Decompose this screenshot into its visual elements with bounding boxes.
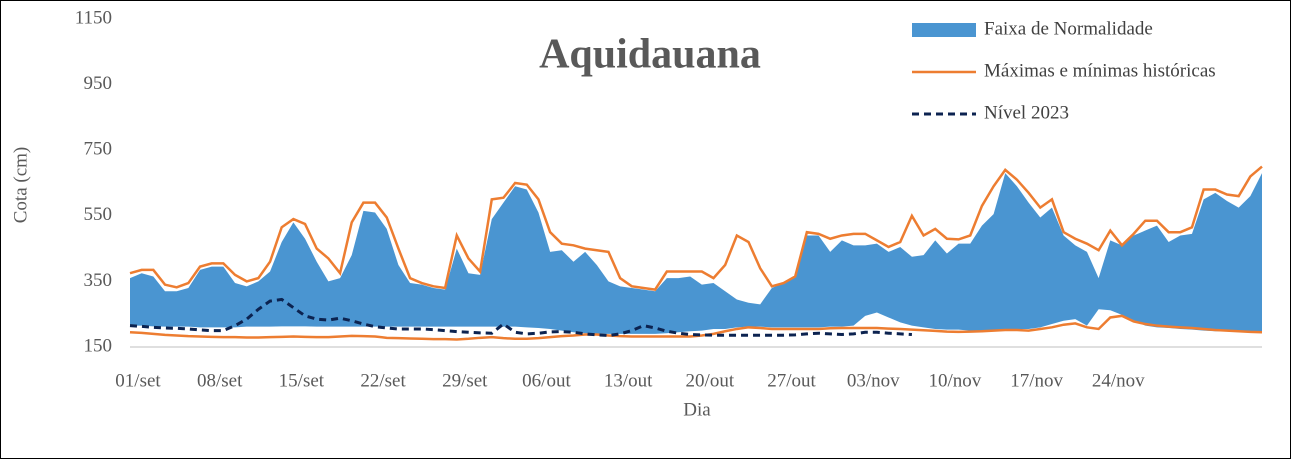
plot-area: 150 350 550 750 950 1150 01/set 08/set 15/set 22/… [75,7,1263,391]
x-axis-title: Dia [683,399,711,420]
x-tick-label: 20/out [686,370,735,391]
legend-swatch [912,23,976,37]
y-tick-label: 750 [84,139,113,160]
y-tick-label: 1150 [75,7,112,28]
level-line [129,297,912,338]
legend-label: Faixa de Normalidade [984,18,1153,39]
x-tick-label: 27/out [767,370,816,391]
x-tick-label: 01/set [115,370,161,391]
chart-title: Aquidauana [539,32,761,78]
x-tick-label: 13/out [604,370,653,391]
y-tick-label: 150 [84,335,113,356]
x-tick-label: 29/set [442,370,488,391]
legend-label: Máximas e mínimas históricas [984,60,1216,81]
title-background [515,22,785,92]
y-tick-label: 950 [84,73,113,94]
y-tick-label: 350 [84,270,113,291]
x-tick-label: 17/nov [1010,370,1063,391]
legend-label: Nível 2023 [984,102,1069,123]
x-tick-label: 15/set [279,370,325,391]
x-tick-label: 24/nov [1092,370,1145,391]
x-tick-label: 06/out [522,370,571,391]
normal-band [130,173,1262,334]
y-tick-label: 550 [84,204,113,225]
x-tick-label: 03/nov [847,370,900,391]
x-tick-label: 10/nov [929,370,982,391]
x-tick-label: 22/set [360,370,406,391]
x-tick-label: 08/set [197,370,243,391]
y-axis-title: Cota (cm) [10,147,31,224]
historic-line [129,165,1263,291]
